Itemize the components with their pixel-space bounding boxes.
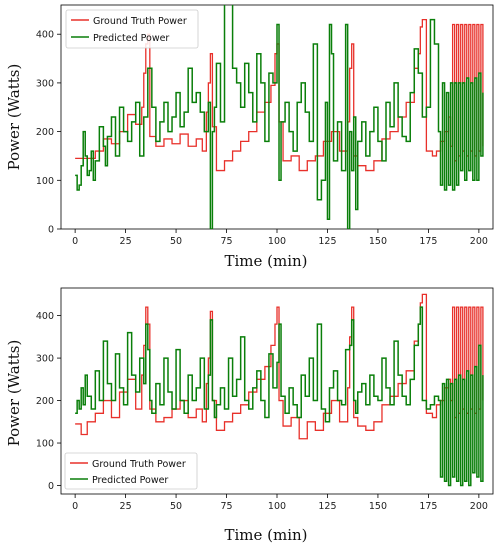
y-tick-label: 100 bbox=[36, 439, 54, 450]
chart-top: 0 100 200 300 400 0 25 50 75 100 125 150 175 200 Tim… bbox=[5, 4, 494, 270]
x-tick-label: 100 bbox=[268, 501, 286, 512]
legend-label-predicted: Predicted Power bbox=[92, 475, 168, 486]
y-axis-label-top: Power (Watts) bbox=[5, 64, 23, 171]
y-axis-label-bottom: Power (Watts) bbox=[5, 340, 23, 447]
y-tick-label: 400 bbox=[36, 311, 54, 322]
x-tick-label: 75 bbox=[220, 501, 232, 512]
series-predicted-line bbox=[75, 5, 484, 229]
legend-label-predicted: Predicted Power bbox=[93, 33, 169, 44]
y-tick-label: 200 bbox=[36, 127, 54, 138]
x-tick-label: 75 bbox=[220, 236, 232, 247]
x-tick-label: 100 bbox=[268, 236, 286, 247]
y-tick-label: 300 bbox=[36, 78, 54, 89]
y-tick-label: 100 bbox=[36, 176, 54, 187]
x-axis-label-bottom: Time (min) bbox=[224, 526, 307, 544]
x-tick-label: 50 bbox=[170, 501, 182, 512]
x-tick-label: 125 bbox=[318, 501, 336, 512]
x-tick-label: 0 bbox=[72, 501, 78, 512]
x-tick-label: 175 bbox=[419, 236, 437, 247]
x-tick-label: 200 bbox=[470, 236, 488, 247]
y-tick-label: 200 bbox=[36, 396, 54, 407]
series-predicted-line bbox=[75, 306, 484, 487]
x-tick-label: 150 bbox=[369, 236, 387, 247]
x-tick-label: 175 bbox=[419, 501, 437, 512]
y-tick-label: 400 bbox=[36, 30, 54, 41]
x-tick-label: 200 bbox=[470, 501, 488, 512]
x-tick-label: 125 bbox=[318, 236, 336, 247]
legend-label-ground-truth: Ground Truth Power bbox=[92, 459, 186, 470]
x-tick-label: 25 bbox=[120, 236, 132, 247]
x-tick-label: 150 bbox=[369, 501, 387, 512]
x-axis-label-top: Time (min) bbox=[224, 252, 307, 270]
y-tick-label: 300 bbox=[36, 354, 54, 365]
y-tick-label: 0 bbox=[48, 481, 54, 492]
y-tick-label: 0 bbox=[48, 225, 54, 236]
chart-bottom: 0 100 200 300 400 0 25 50 75 100 125 150 175 200 Tim… bbox=[5, 287, 494, 544]
legend-bottom: Ground Truth Power Predicted Power bbox=[64, 452, 198, 490]
x-tick-label: 0 bbox=[72, 236, 78, 247]
legend-top: Ground Truth Power Predicted Power bbox=[65, 9, 199, 49]
x-tick-label: 50 bbox=[170, 236, 182, 247]
legend-label-ground-truth: Ground Truth Power bbox=[93, 16, 187, 27]
x-tick-label: 25 bbox=[120, 501, 132, 512]
